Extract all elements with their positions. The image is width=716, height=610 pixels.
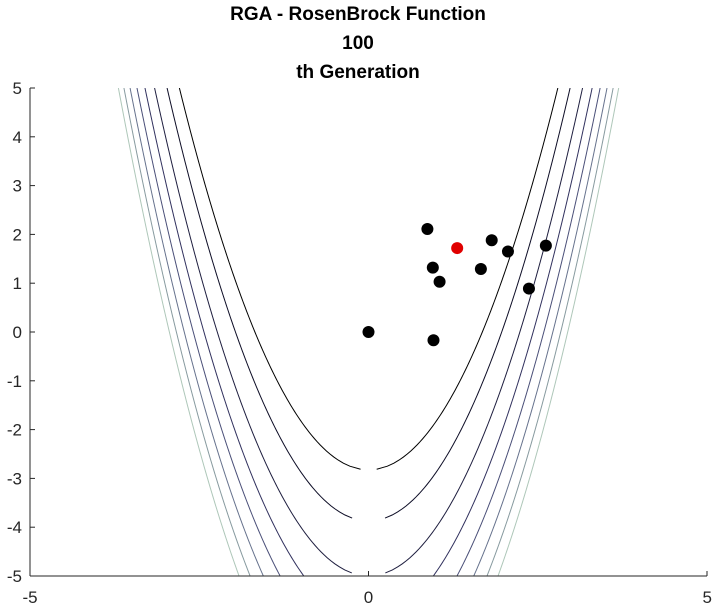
population-point — [522, 282, 535, 295]
population-point — [485, 234, 498, 247]
y-tick-label: 1 — [13, 274, 22, 293]
population-point — [539, 239, 552, 252]
contour-line-right-2500 — [385, 88, 584, 574]
chart-title: RGA - RosenBrock Function 100 th Generat… — [0, 0, 716, 87]
population-point — [501, 245, 514, 258]
contour-line-right-800 — [376, 88, 559, 470]
population-point — [433, 275, 446, 288]
best-point — [451, 242, 464, 255]
chart-title-line-2: 100 — [342, 33, 374, 54]
y-tick-label: -2 — [7, 421, 22, 440]
y-tick-label: -3 — [7, 469, 22, 488]
x-tick-label: -5 — [22, 588, 37, 607]
y-tick-label: -4 — [7, 518, 22, 537]
contour-line-right-5500 — [473, 88, 608, 576]
contour-line-right-3500 — [432, 88, 593, 576]
contour-line-right-1500 — [384, 88, 571, 519]
contour-line-left-5500 — [129, 88, 264, 576]
y-tick-label: -1 — [7, 372, 22, 391]
x-tick-label: 5 — [703, 588, 712, 607]
contour-line-left-4500 — [136, 88, 281, 576]
contour-line-left-2500 — [154, 88, 352, 574]
contour-line-right-6500 — [486, 88, 614, 576]
population-point — [421, 223, 434, 236]
contour-line-left-7500 — [117, 88, 240, 576]
chart-title-line-3: th Generation — [296, 62, 420, 83]
population-point — [362, 326, 375, 338]
contour-line-right-7500 — [497, 88, 620, 576]
population-point — [426, 261, 439, 274]
population-point — [427, 334, 440, 347]
y-tick-label: 4 — [13, 128, 22, 147]
axes: 5 4 3 2 1 0 -1 -2 -3 -4 -5-5 0 5 — [7, 79, 712, 607]
contour-lines — [117, 88, 620, 576]
chart-title-line-1: RGA - RosenBrock Function — [230, 4, 486, 25]
y-tick-label: -5 — [7, 567, 22, 586]
y-tick-label: 0 — [13, 323, 22, 342]
contour-line-left-3500 — [144, 88, 305, 576]
data-points — [362, 223, 552, 347]
y-tick-label: 5 — [13, 79, 22, 98]
population-point — [474, 263, 487, 276]
x-tick-label: 0 — [364, 588, 373, 607]
contour-line-left-1500 — [166, 88, 353, 519]
y-tick-label: 2 — [13, 225, 22, 244]
contour-line-left-6500 — [123, 88, 251, 576]
contour-line-right-4500 — [456, 88, 601, 576]
y-tick-label: 3 — [13, 177, 22, 196]
contour-line-left-800 — [178, 88, 361, 470]
